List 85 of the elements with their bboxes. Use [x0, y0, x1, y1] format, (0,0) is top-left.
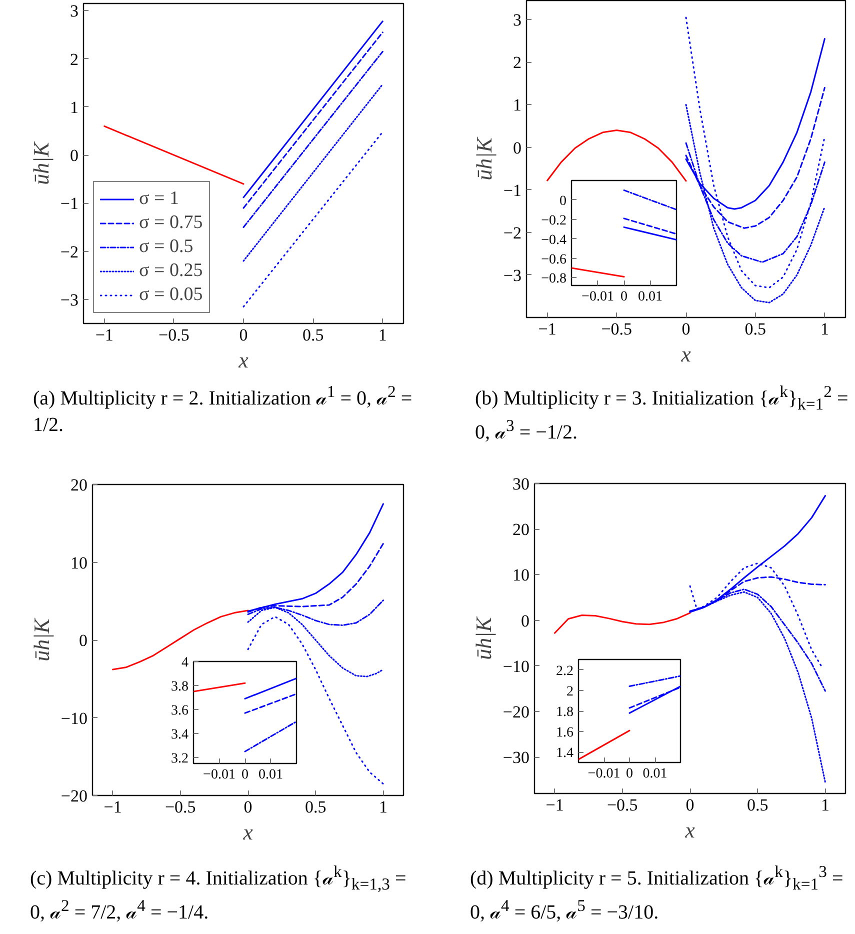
x-axis-title: x	[684, 818, 696, 842]
y-tick-label: 1.8	[556, 705, 574, 720]
x-tick-label: −0.5	[601, 320, 632, 338]
y-tick-label: 2	[70, 50, 78, 69]
y-tick-label: −0.6	[541, 252, 567, 268]
x-tick-label: 0.5	[304, 798, 326, 816]
y-tick-label: −20	[60, 786, 88, 806]
x-tick-label: −0.5	[164, 798, 196, 816]
text: (a) Multiplicity r = 2. Initialization 𝒶$^{1}$ = 0, 𝒶$^{2}$ = 1/2.	[33, 382, 412, 436]
y-axis-title: ūh|K	[28, 140, 54, 185]
y-tick-label: 2	[513, 53, 522, 72]
x-axis-title: x	[238, 348, 249, 372]
x-tick-label: 0	[686, 796, 694, 814]
y-tick-label: 4	[182, 656, 188, 670]
x-tick-label: −1	[104, 798, 122, 816]
x-tick-label: 0.5	[302, 326, 324, 344]
x-tick-label: −0.01	[588, 766, 620, 782]
text: (d) Multiplicity r = 5. Initialization {𝒶$^{k}$}$_{k=1}$$^{3}$ = 0, 𝒶$^{4}$ = 6/5, 𝒶$^{5}$ = −3/10.	[470, 862, 844, 924]
legend-label: σ = 0.05	[139, 284, 203, 306]
x-tick-label: −0.01	[582, 290, 614, 304]
x-axis-title: x	[242, 820, 254, 844]
x-tick-label: 0	[239, 326, 248, 344]
y-tick-label: 30	[512, 474, 530, 494]
y-tick-label: 0	[79, 631, 88, 650]
x-tick-label: 0.01	[642, 766, 668, 782]
x-axis-title: x	[680, 342, 692, 366]
x-tick-label: 0	[626, 766, 633, 782]
y-tick-label: 1.6	[556, 726, 574, 741]
y-axis-title: ūh|K	[470, 616, 496, 660]
y-axis-title: ūh|K	[471, 136, 496, 180]
x-tick-label: 1	[378, 326, 387, 344]
y-tick-label: 0	[513, 138, 522, 158]
y-tick-label: −1	[503, 180, 522, 200]
text: (b) Multiplicity r = 3. Initialization {𝒶$^{k}$}$_{k=1}$$^{2}$ = 0, 𝒶$^{3}$ = −1/2.	[475, 382, 848, 444]
y-tick-label: −0.2	[541, 213, 567, 228]
y-tick-label: 20	[70, 476, 88, 494]
y-tick-label: 10	[70, 553, 88, 572]
y-tick-label: 3	[70, 2, 78, 21]
x-tick-label: 0.01	[258, 768, 283, 782]
x-tick-label: −1	[95, 326, 114, 344]
text: (c) Multiplicity r = 4. Initialization {𝒶$^{k}$}$_{k=1,3}$ = 0, 𝒶$^{2}$ = 7/2, 𝒶$^{4}$ = −1/4.	[30, 862, 406, 924]
legend-label: σ = 0.5	[139, 236, 194, 258]
x-tick-label: −0.5	[158, 326, 190, 344]
x-tick-label: 0	[242, 768, 248, 782]
x-tick-label: 1	[820, 796, 830, 814]
y-tick-label: 0	[560, 194, 566, 209]
x-tick-label: 0.5	[744, 320, 766, 338]
y-tick-label: −2	[503, 223, 522, 242]
x-tick-label: 1	[820, 320, 829, 338]
y-tick-label: 3.8	[171, 680, 188, 694]
x-tick-label: −0.5	[606, 796, 638, 814]
y-tick-label: 0	[70, 146, 78, 166]
y-tick-label: 3	[513, 10, 522, 30]
y-tick-label: 3.2	[171, 752, 188, 766]
y-tick-label: 20	[512, 520, 530, 540]
y-tick-label: −20	[502, 702, 530, 722]
x-tick-label: 1	[378, 798, 388, 816]
y-tick-label: −2	[60, 242, 79, 262]
y-tick-label: −30	[502, 748, 530, 768]
y-tick-label: 3.6	[171, 704, 188, 718]
y-tick-label: 1.4	[556, 746, 574, 762]
y-tick-label: −0.4	[541, 232, 567, 248]
y-tick-label: 2	[566, 684, 574, 700]
x-tick-label: −0.01	[203, 768, 236, 782]
y-tick-label: 1	[513, 96, 522, 115]
y-tick-label: 2.2	[556, 664, 574, 679]
y-axis-title: ūh|K	[28, 617, 54, 662]
legend-label: σ = 0.25	[139, 260, 203, 282]
y-tick-label: 10	[512, 566, 530, 585]
y-tick-label: 0	[521, 611, 530, 630]
y-tick-label: 1	[70, 98, 78, 117]
x-tick-label: 0	[244, 798, 252, 816]
y-tick-label: −10	[60, 708, 88, 728]
y-tick-label: 3.4	[171, 728, 188, 742]
y-tick-label: −10	[502, 656, 530, 676]
legend-label: σ = 0.75	[139, 212, 203, 234]
y-tick-label: −3	[503, 266, 522, 285]
x-tick-label: 0	[620, 290, 628, 304]
x-tick-label: 0.5	[746, 796, 768, 814]
y-tick-label: −3	[60, 290, 79, 310]
y-tick-label: −0.8	[541, 272, 567, 287]
x-tick-label: 0	[682, 320, 690, 338]
legend-label: σ = 1	[139, 188, 179, 210]
y-tick-label: −1	[60, 194, 79, 214]
x-tick-label: 0.01	[638, 290, 662, 304]
